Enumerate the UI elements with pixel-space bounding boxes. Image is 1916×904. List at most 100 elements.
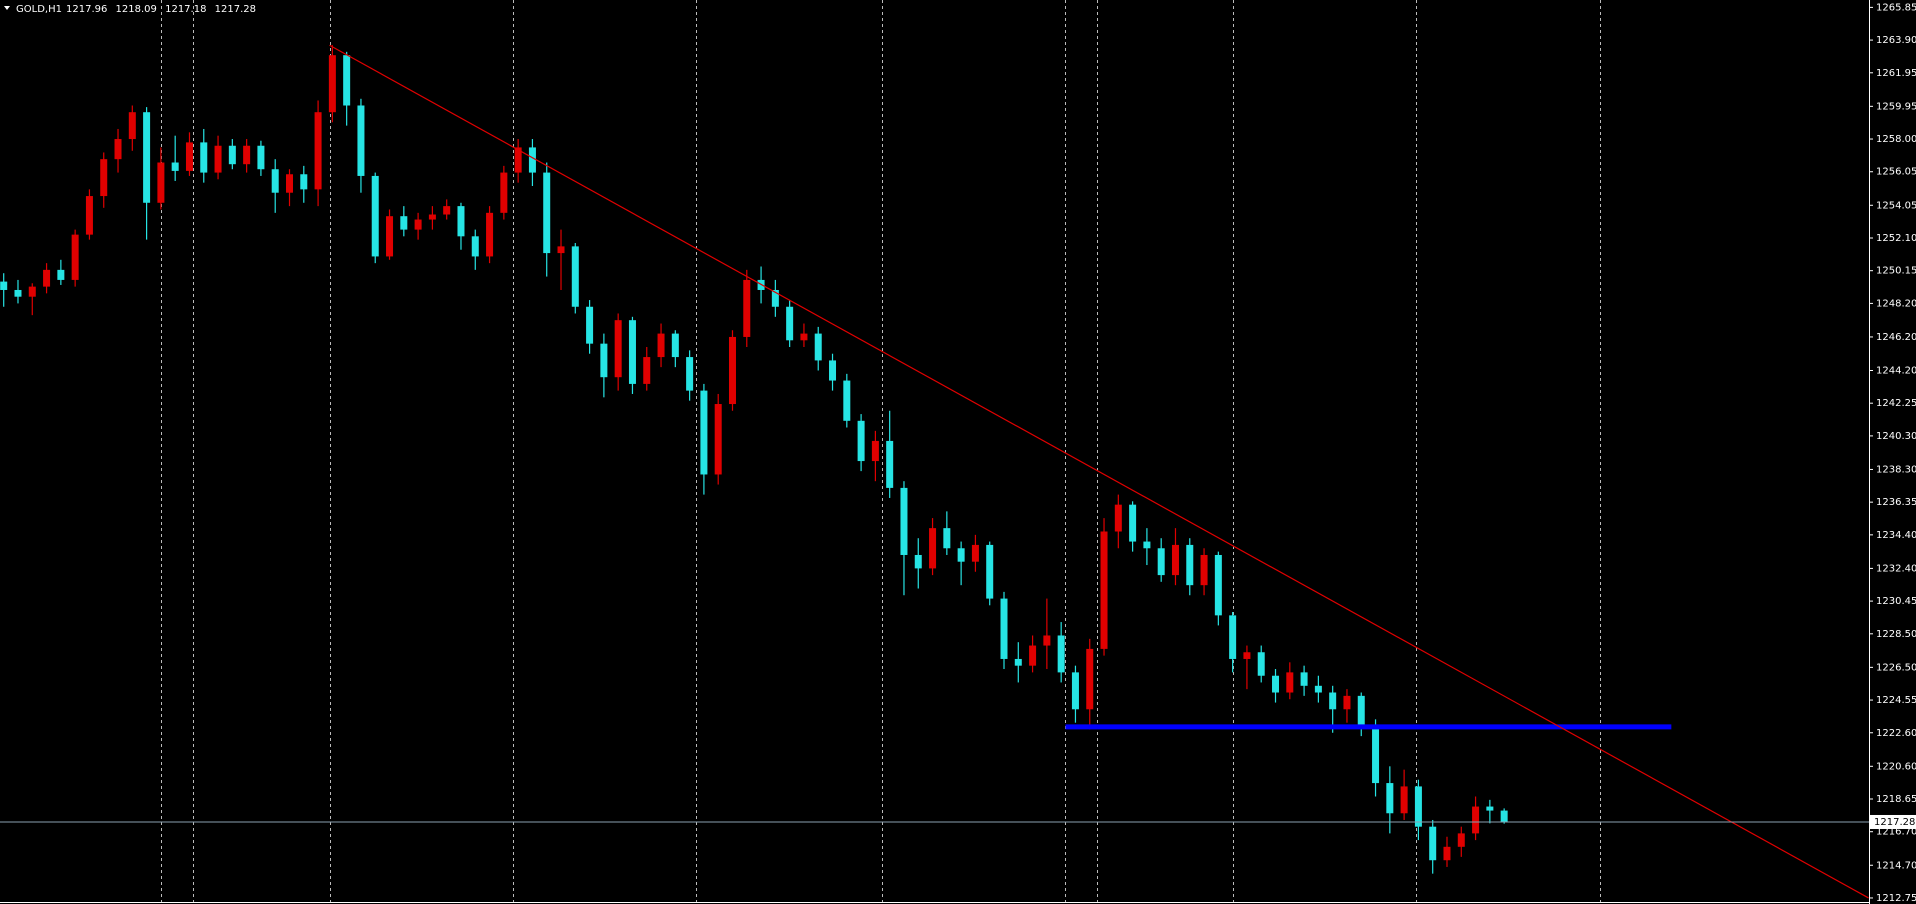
candle-body [1043, 635, 1051, 646]
candle-body [371, 175, 379, 257]
candle-body [257, 145, 265, 170]
candle-body [643, 357, 651, 384]
candle-body [1272, 675, 1280, 693]
candle-body [829, 360, 837, 381]
y-tick-label: 1236.35 [1876, 497, 1916, 508]
candle-body [943, 528, 951, 549]
candle-body [686, 357, 694, 391]
y-tick-label: 1226.50 [1876, 662, 1916, 673]
y-tick-label: 1212.75 [1876, 893, 1916, 904]
candle-body [714, 404, 722, 475]
candle-body [1171, 544, 1179, 576]
bid-label: 1217.28 [1874, 817, 1915, 828]
candle-body [871, 440, 879, 462]
candle-body [328, 55, 336, 113]
y-tick-label: 1228.50 [1876, 629, 1916, 640]
candle-body [1414, 786, 1422, 827]
candle-body [929, 528, 937, 569]
candle-body [786, 306, 794, 341]
candle-body [185, 142, 193, 171]
y-tick-label: 1220.60 [1876, 761, 1916, 772]
y-tick-label: 1259.95 [1876, 101, 1916, 112]
y-tick-label: 1252.10 [1876, 233, 1916, 244]
y-tick-label: 1238.30 [1876, 464, 1916, 475]
candle-body [443, 206, 451, 215]
candle-body [857, 420, 865, 462]
candle-body [1429, 826, 1437, 861]
candle-body [271, 169, 279, 193]
candle-body [1157, 548, 1165, 576]
y-tick-label: 1254.05 [1876, 200, 1916, 211]
candle-body [1143, 541, 1151, 549]
candle-body [214, 145, 222, 173]
candle-body [100, 159, 108, 197]
candle-body [586, 306, 594, 344]
candle-body [900, 487, 908, 555]
y-tick-label: 1265.85 [1876, 2, 1916, 13]
candle-body [1486, 806, 1494, 811]
candle-body [114, 139, 122, 160]
y-tick-label: 1261.95 [1876, 68, 1916, 79]
candle-body [1257, 652, 1265, 676]
candle-body [1300, 672, 1308, 686]
candle-body [971, 544, 979, 562]
open: 1217.96 [66, 4, 107, 15]
candle-body [1129, 504, 1137, 542]
y-tick-label: 1230.45 [1876, 596, 1916, 607]
candle-body [314, 112, 322, 190]
y-tick-label: 1258.00 [1876, 134, 1916, 145]
y-tick-label: 1234.40 [1876, 530, 1916, 541]
candle-body [28, 286, 36, 297]
menu-arrow[interactable] [4, 6, 10, 10]
candle-body [157, 162, 165, 203]
y-tick-label: 1256.05 [1876, 167, 1916, 178]
candle-body [1057, 635, 1065, 673]
candle-body [1500, 810, 1508, 822]
candle-body [814, 333, 822, 361]
candle-body [1457, 833, 1465, 847]
y-tick-label: 1250.15 [1876, 266, 1916, 277]
trendline [329, 44, 1869, 899]
close: 1217.28 [215, 4, 256, 15]
candle-body [614, 320, 622, 378]
candle-body [128, 112, 136, 140]
candle-body [914, 554, 922, 569]
y-tick-label: 1244.20 [1876, 365, 1916, 376]
candle-body [0, 281, 8, 290]
candle-body [428, 214, 436, 220]
candle-body [1000, 598, 1008, 659]
candle-body [228, 145, 236, 165]
symbol: GOLD,H1 [16, 4, 62, 15]
candle-body [528, 147, 536, 173]
candle-body [1243, 652, 1251, 659]
candle-body [1357, 695, 1365, 727]
candle-body [557, 246, 565, 254]
candle-body [1114, 504, 1122, 532]
candle-body [1100, 531, 1108, 649]
candle-body [286, 174, 293, 193]
y-tick-label: 1248.20 [1876, 298, 1916, 309]
bid-label-box [1870, 814, 1916, 829]
candle-body [886, 440, 894, 488]
y-tick-label: 1232.40 [1876, 563, 1916, 574]
ohlc-header: 1217.96 1218.09 1217.18 1217.28 [66, 4, 256, 15]
candle-body [300, 174, 308, 190]
candle-body [1029, 645, 1037, 666]
candle-body [1372, 726, 1380, 784]
candle-body [400, 216, 408, 230]
candle-body [143, 112, 151, 203]
candle-body [700, 390, 708, 475]
candle-body [1329, 692, 1337, 710]
candle-body [1400, 786, 1408, 814]
candle-body [486, 212, 494, 257]
candle-body [514, 147, 522, 173]
y-tick-label: 1240.30 [1876, 431, 1916, 442]
candle-body [843, 380, 851, 421]
y-tick-label: 1242.25 [1876, 398, 1916, 409]
candle-body [457, 206, 465, 237]
candle-body [1386, 783, 1394, 814]
low: 1217.18 [165, 4, 206, 15]
candle-body [1314, 685, 1322, 693]
candle-body [1214, 554, 1222, 616]
